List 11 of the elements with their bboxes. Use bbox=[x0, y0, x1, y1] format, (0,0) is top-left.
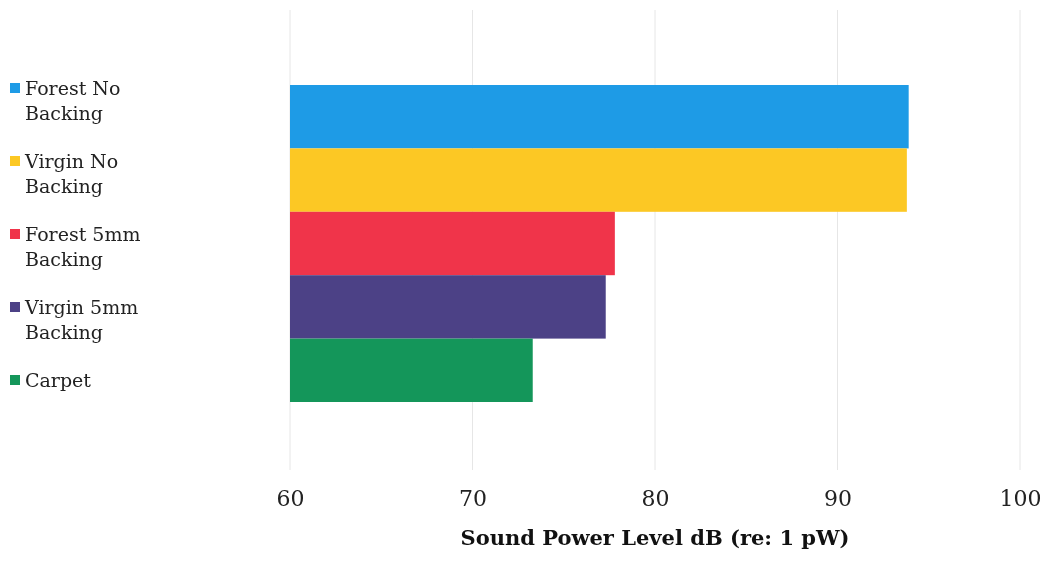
legend-label: Carpet bbox=[25, 369, 92, 391]
x-tick-label: 80 bbox=[641, 485, 670, 511]
legend-label: Forest No Backing bbox=[25, 77, 121, 124]
legend-label: Forest 5mm Backing bbox=[25, 223, 141, 270]
x-tick-label: 70 bbox=[459, 485, 487, 511]
x-axis-title: Sound Power Level dB (re: 1 pW) bbox=[460, 525, 850, 550]
legend-label: Virgin 5mm Backing bbox=[24, 296, 139, 343]
x-tick-label: 100 bbox=[999, 485, 1042, 511]
x-tick-label: 60 bbox=[276, 485, 305, 511]
legend-label: Virgin No Backing bbox=[24, 150, 119, 197]
x-tick-label: 90 bbox=[824, 485, 852, 511]
